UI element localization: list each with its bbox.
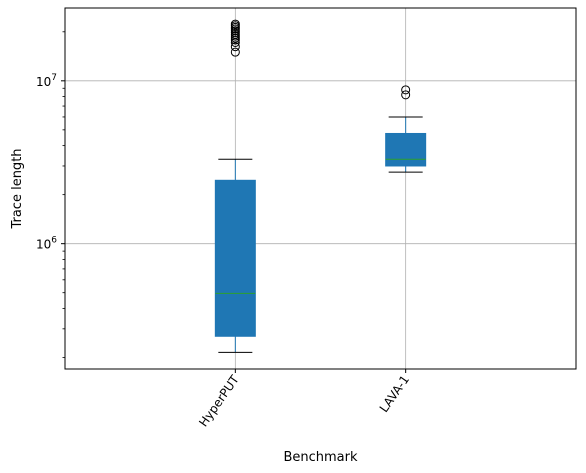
x-tick-label: LAVA-1	[377, 373, 412, 415]
outlier-point	[401, 85, 411, 95]
iqr-box	[385, 132, 427, 167]
box-hyperput	[214, 19, 256, 353]
y-tick-label: 106	[36, 236, 57, 252]
x-axis-label: Benchmark	[283, 450, 358, 465]
grid-lines	[65, 8, 576, 369]
outlier-point	[230, 19, 240, 29]
iqr-box	[214, 179, 256, 337]
y-axis-label: Trace length	[10, 148, 25, 229]
plot-area-frame	[64, 7, 577, 370]
x-tick-label: HyperPUT	[196, 372, 242, 429]
outlier-point	[230, 42, 240, 52]
outlier-point	[230, 47, 240, 57]
y-tick-label: 107	[36, 73, 57, 89]
boxes	[214, 19, 427, 353]
outlier-point	[401, 90, 411, 100]
box-lava-1	[385, 85, 427, 173]
